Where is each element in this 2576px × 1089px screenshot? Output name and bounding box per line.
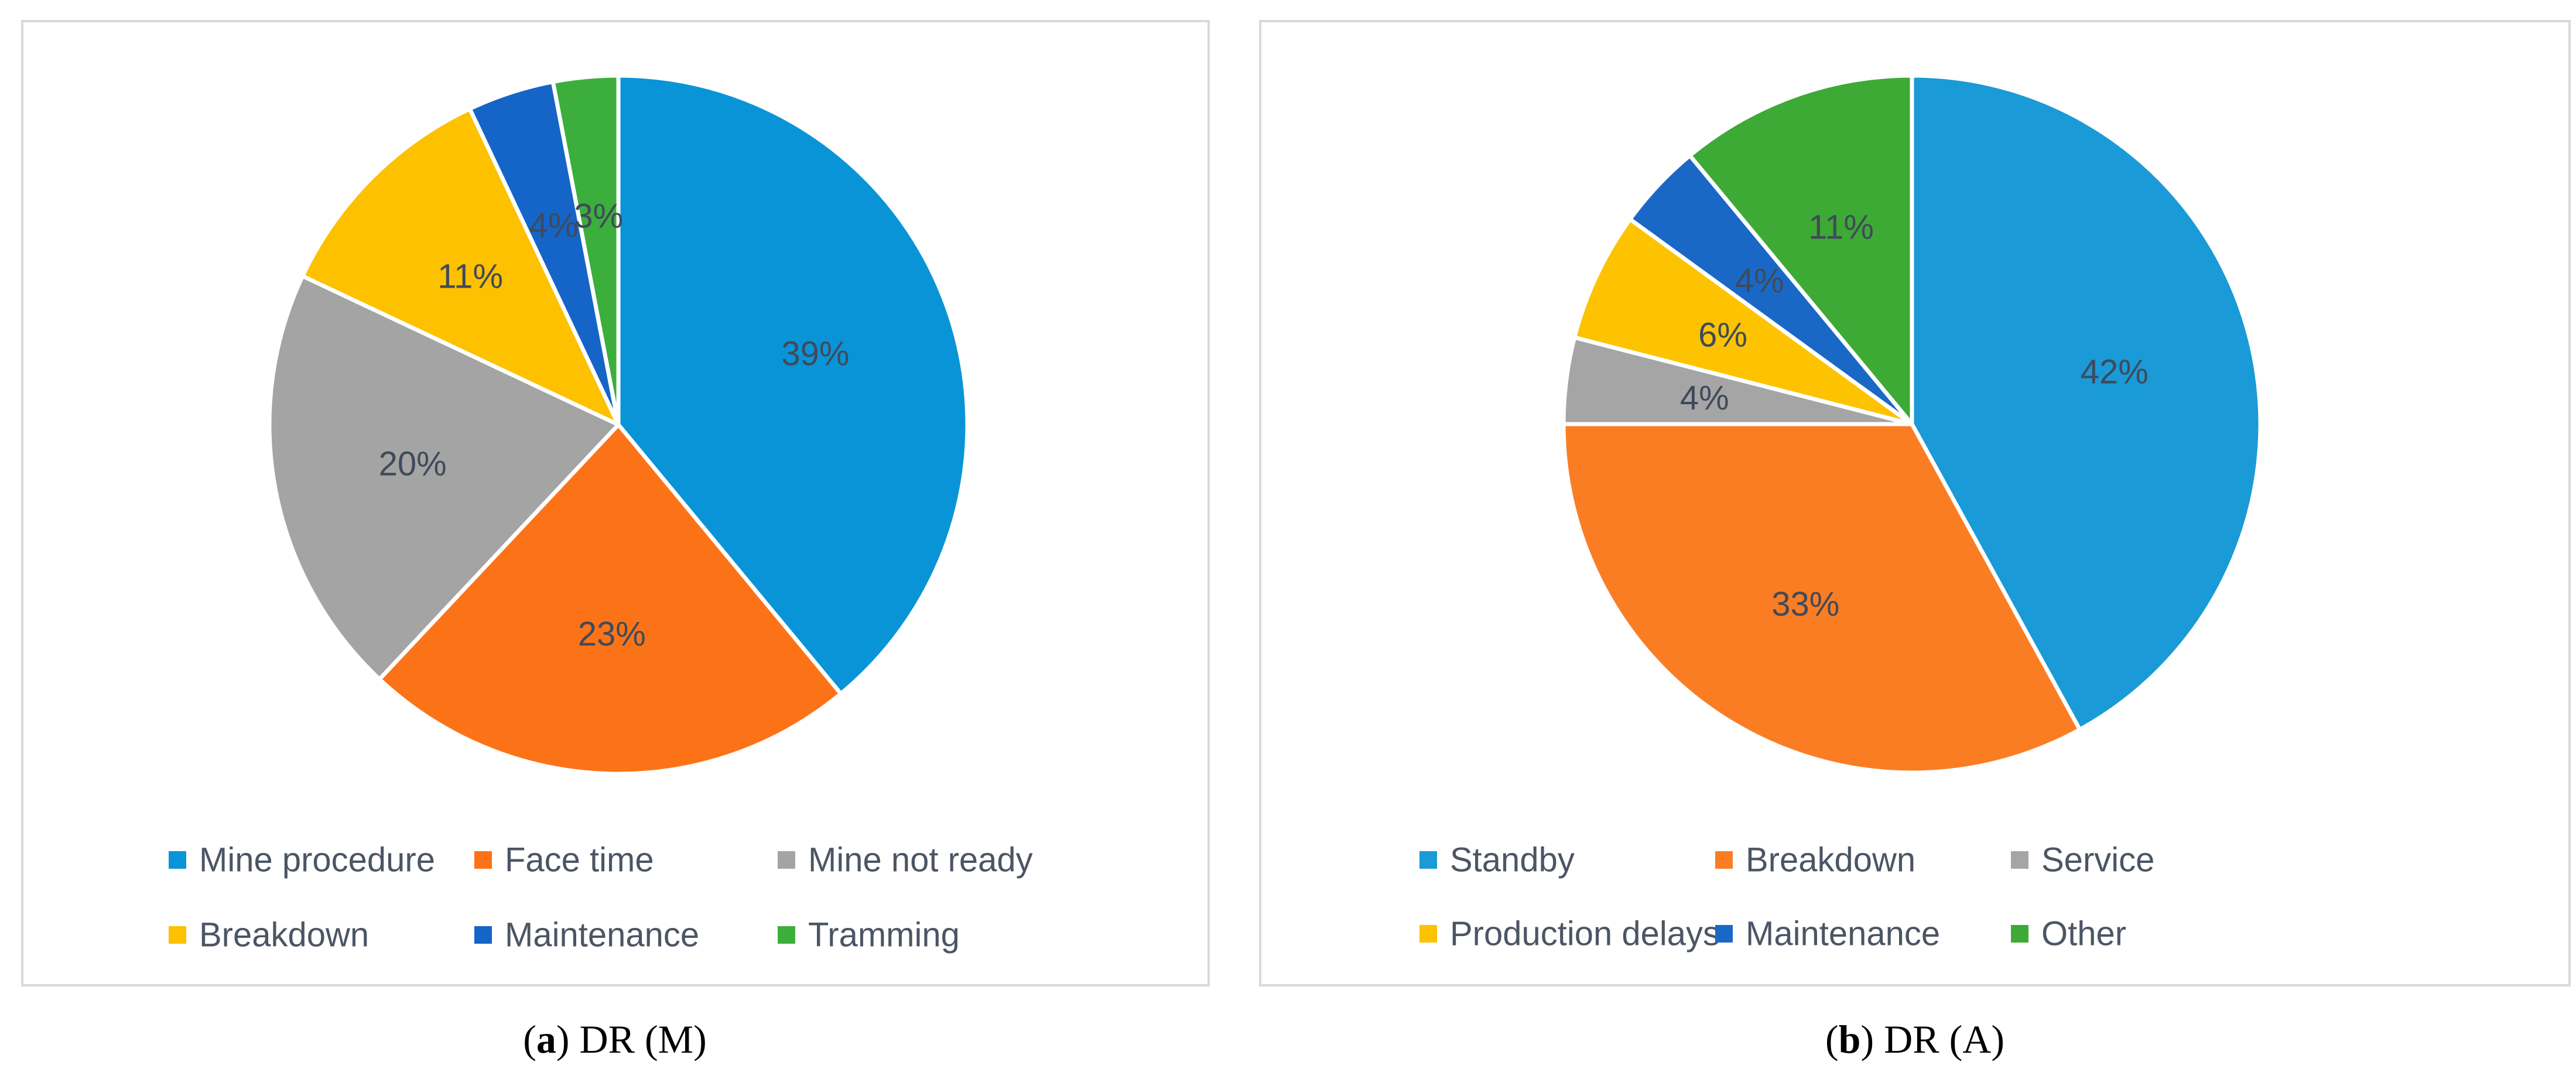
pie-labels-b: 42% 33% 4% 6% 4% 11% bbox=[1680, 209, 2149, 623]
legend-item-mine-not-ready: Mine not ready bbox=[778, 841, 1033, 879]
pie-slice-production-delays bbox=[1572, 217, 1914, 426]
legend-label-other: Other bbox=[2041, 915, 2126, 953]
legend-label-face-time: Face time bbox=[505, 841, 654, 879]
data-label-other: 11% bbox=[1808, 209, 1874, 247]
data-label-breakdown: 11% bbox=[437, 258, 503, 296]
legend-swatch-standby bbox=[1419, 851, 1437, 869]
legend-swatch-face-time bbox=[474, 851, 492, 869]
pie-chart-b: 42% 33% 4% 6% 4% 11% Standby Breakdown Service Pr… bbox=[1419, 73, 2263, 953]
legend-item-service: Service bbox=[2011, 841, 2154, 879]
legend-swatch-maintenance bbox=[1715, 925, 1733, 943]
data-label-mine-procedure: 39% bbox=[781, 334, 849, 373]
legend-swatch-mine-not-ready bbox=[778, 851, 795, 869]
legend-label-breakdown: Breakdown bbox=[199, 916, 369, 954]
legend-label-standby: Standby bbox=[1450, 841, 1575, 879]
legend-item-breakdown: Breakdown bbox=[169, 916, 369, 954]
chart-panel-b: 42% 33% 4% 6% 4% 11% Standby Breakdown Service Pr… bbox=[1259, 20, 2571, 986]
legend-item-face-time: Face time bbox=[474, 841, 654, 879]
legend-label-service: Service bbox=[2041, 841, 2154, 879]
legend-item-production-delays: Production delays bbox=[1419, 915, 1720, 953]
legend-b: Standby Breakdown Service Production delays… bbox=[1419, 841, 2154, 953]
pie-labels-a: 39% 23% 20% 11% 4%3% bbox=[379, 197, 850, 653]
legend-item-maintenance: Maintenance bbox=[1715, 915, 1940, 953]
pie-slices-b bbox=[1561, 73, 2263, 775]
legend-item-mine-procedure: Mine procedure bbox=[169, 841, 435, 879]
chart-panel-a: 39% 23% 20% 11% 4% 3% Mine procedure Face time M… bbox=[21, 20, 1210, 986]
legend-item-maintenance: Maintenance bbox=[474, 916, 699, 954]
legend-label-mine-procedure: Mine procedure bbox=[199, 841, 435, 879]
caption-b: (b) DR (A) bbox=[1825, 1017, 2004, 1061]
legend-swatch-production-delays bbox=[1419, 925, 1437, 943]
legend-label-mine-not-ready: Mine not ready bbox=[808, 841, 1033, 879]
pie-slice-mine-procedure bbox=[616, 73, 970, 696]
legend-swatch-breakdown bbox=[169, 926, 186, 944]
pie-chart-a: 39%23%20%11%4%3%Mine procedure Face time M… bbox=[169, 73, 1033, 954]
data-label-standby: 42% bbox=[2081, 353, 2149, 391]
pie-slices-a bbox=[267, 73, 970, 776]
data-label-mine-not-ready: 20% bbox=[379, 445, 447, 483]
pie-slice-breakdown bbox=[300, 107, 621, 427]
legend-swatch-mine-procedure bbox=[169, 851, 186, 869]
legend-a: Mine procedure Face time Mine not ready Bre… bbox=[169, 841, 1033, 954]
data-label-service: 4% bbox=[1680, 379, 1729, 417]
legend-label-breakdown: Breakdown bbox=[1746, 841, 1915, 879]
pie-slice-mine-not-ready bbox=[267, 274, 621, 681]
legend-swatch-breakdown bbox=[1715, 851, 1733, 869]
data-label-production-delays: 6% bbox=[1698, 316, 1747, 354]
legend-item-tramming: Tramming bbox=[778, 916, 960, 954]
legend-label-maintenance: Maintenance bbox=[505, 916, 699, 954]
pie-slice-breakdown bbox=[1561, 422, 2082, 775]
legend-item-standby: Standby bbox=[1419, 841, 1575, 879]
legend-item-other: Other bbox=[2011, 915, 2126, 953]
legend-label-tramming: Tramming bbox=[808, 916, 960, 954]
data-label-face-time: 23% bbox=[578, 615, 646, 653]
data-label-tramming: 3% bbox=[574, 197, 623, 235]
data-label-breakdown: 33% bbox=[1771, 585, 1839, 623]
data-label-maintenance: 4% bbox=[1735, 262, 1784, 300]
legend-swatch-service bbox=[2011, 851, 2028, 869]
legend-swatch-tramming bbox=[778, 926, 795, 944]
pie-slice-face-time bbox=[377, 422, 843, 776]
pie-slice-other bbox=[1688, 73, 1914, 426]
legend-swatch-maintenance bbox=[474, 926, 492, 944]
pie-slice-tramming bbox=[550, 73, 621, 427]
pie-slice-standby bbox=[1910, 73, 2263, 732]
legend-label-maintenance: Maintenance bbox=[1746, 915, 1940, 953]
caption-a: (a) DR (M) bbox=[523, 1017, 707, 1061]
data-label-maintenance: 4% bbox=[529, 206, 579, 244]
legend-label-production-delays: Production delays bbox=[1450, 915, 1720, 953]
legend-swatch-other bbox=[2011, 925, 2028, 943]
legend-item-breakdown: Breakdown bbox=[1715, 841, 1915, 879]
